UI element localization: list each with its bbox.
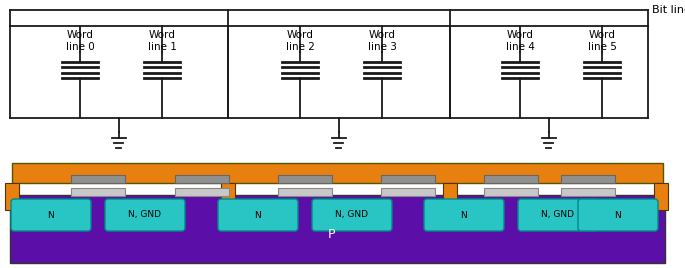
Bar <box>71 175 125 183</box>
Bar <box>175 175 229 183</box>
Text: Word
line 1: Word line 1 <box>147 30 177 52</box>
FancyBboxPatch shape <box>518 199 598 231</box>
Text: Word
line 5: Word line 5 <box>588 30 616 52</box>
FancyBboxPatch shape <box>312 199 392 231</box>
Bar <box>175 188 229 196</box>
Text: N: N <box>48 210 54 219</box>
Bar <box>484 175 538 183</box>
Bar <box>484 188 538 196</box>
Text: Bit line: Bit line <box>652 5 685 15</box>
Bar <box>654 183 668 210</box>
FancyBboxPatch shape <box>11 199 91 231</box>
Bar <box>221 183 235 210</box>
Bar <box>278 188 332 196</box>
Bar <box>381 175 435 183</box>
Text: Word
line 2: Word line 2 <box>286 30 314 52</box>
Text: N, GND: N, GND <box>336 210 369 219</box>
FancyBboxPatch shape <box>578 199 658 231</box>
Text: N: N <box>255 210 262 219</box>
Text: N, GND: N, GND <box>542 210 575 219</box>
Text: N, GND: N, GND <box>129 210 162 219</box>
Text: Word
line 0: Word line 0 <box>66 30 95 52</box>
FancyBboxPatch shape <box>105 199 185 231</box>
Text: P: P <box>328 229 336 241</box>
Bar <box>71 188 125 196</box>
Text: N: N <box>460 210 467 219</box>
Bar <box>12 163 663 183</box>
Bar <box>5 183 19 210</box>
Bar <box>561 175 615 183</box>
Text: Word
line 4: Word line 4 <box>506 30 534 52</box>
Bar <box>443 183 457 210</box>
Bar <box>381 188 435 196</box>
Bar <box>561 188 615 196</box>
Bar <box>278 175 332 183</box>
FancyBboxPatch shape <box>424 199 504 231</box>
Bar <box>10 195 665 263</box>
FancyBboxPatch shape <box>218 199 298 231</box>
Text: Word
line 3: Word line 3 <box>368 30 397 52</box>
Text: N: N <box>614 210 621 219</box>
